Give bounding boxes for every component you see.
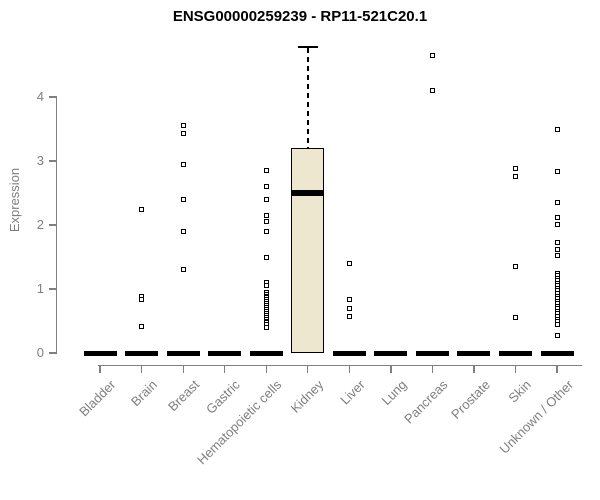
outlier-point [554,126,560,132]
outlier-point [513,166,518,172]
outlier-point [139,297,145,303]
outlier-point [180,162,186,168]
outlier-point [180,267,186,273]
y-tick [49,96,56,98]
y-tick [49,288,56,290]
outlier-point [263,219,269,225]
outlier-point [513,264,518,270]
outlier-point [139,206,145,212]
x-category-label: Brain [128,377,161,410]
outlier-point [346,260,352,266]
zero-median-bar [499,350,532,356]
y-tick [49,352,56,354]
outlier-point [180,196,186,202]
zero-median-bar [83,350,117,356]
outlier-point [263,283,269,289]
box [291,148,325,353]
zero-median-bar [125,350,159,356]
x-category-label: Lung [378,377,410,409]
outlier-point [263,254,269,260]
y-tick-label: 1 [36,281,44,296]
outlier-point [554,332,560,338]
y-tick-label: 4 [36,89,44,104]
x-tick [224,366,226,373]
median-line [291,190,325,196]
outlier-point [263,184,269,190]
x-category-label: Liver [337,377,368,408]
whisker-cap [297,45,318,48]
outlier-point [554,214,560,220]
y-tick-label: 3 [36,153,44,168]
x-axis-line [98,365,582,367]
x-category-label: Breast [164,377,202,415]
zero-median-bar [332,350,366,356]
outlier-point [263,324,269,330]
x-tick [265,366,267,373]
outlier-point [263,228,269,234]
whisker [306,47,309,149]
x-category-label: Gastric [203,377,244,417]
chart-title: ENSG00000259239 - RP11-521C20.1 [172,8,428,25]
x-category-label: Pancreas [401,377,452,427]
y-tick [49,224,56,226]
outlier-point [346,314,352,320]
x-tick [390,366,392,373]
x-category-label: Kidney [287,377,327,416]
x-tick [140,366,143,373]
zero-median-bar [540,350,574,356]
outlier-point [554,321,560,327]
x-category-label: Bladder [76,377,119,420]
outlier-point [554,221,560,227]
x-tick [556,366,558,373]
y-tick [49,160,56,162]
x-category-label: Prostate [447,377,493,422]
zero-median-bar [249,350,283,356]
outlier-point [263,212,269,218]
outlier-point [554,240,560,246]
outlier-point [346,305,352,311]
outlier-point [554,253,560,259]
y-axis-line [56,96,58,354]
outlier-point [180,228,186,234]
outlier-point [180,123,186,129]
x-category-label: Unknown / Other [496,377,576,457]
zero-median-bar [208,350,242,356]
outlier-point [263,196,269,202]
x-category-label: Skin [505,377,535,406]
x-tick [514,366,517,373]
zero-median-bar [374,350,408,356]
x-tick [431,366,434,373]
outlier-point [263,168,269,174]
x-tick [307,366,309,373]
zero-median-bar [415,350,449,356]
outlier-point [429,88,435,94]
outlier-point [180,130,186,136]
x-tick [473,366,475,373]
outlier-point [346,297,352,303]
outlier-point [139,323,145,329]
outlier-point [513,173,518,179]
x-tick [182,366,184,373]
zero-median-bar [457,350,491,356]
outlier-point [554,168,560,174]
outlier-point [429,52,435,58]
x-tick [348,366,350,373]
outlier-point [554,200,560,206]
outlier-point [513,315,518,321]
y-tick-label: 0 [36,345,44,360]
x-tick [99,366,101,373]
zero-median-bar [166,350,200,356]
outlier-point [554,246,560,252]
y-tick-label: 2 [36,217,44,232]
